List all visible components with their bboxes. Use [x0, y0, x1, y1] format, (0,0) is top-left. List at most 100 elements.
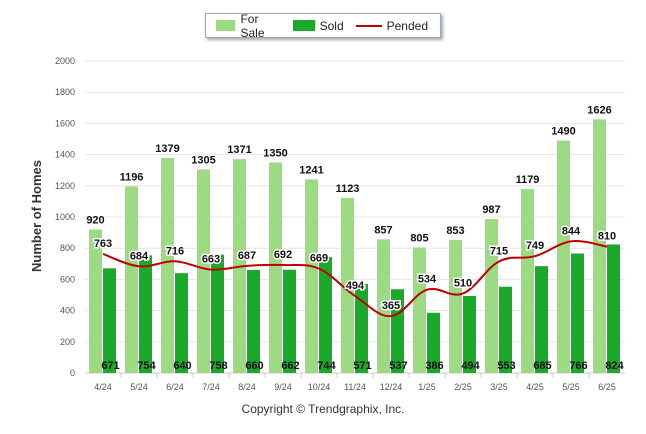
- y-tick-label: 600: [60, 274, 75, 284]
- bar-for-sale: [377, 239, 390, 373]
- label-for-sale: 1490: [551, 126, 575, 138]
- label-for-sale: 1379: [155, 143, 179, 155]
- x-tick-label: 9/24: [274, 382, 292, 392]
- label-for-sale: 920: [86, 214, 104, 226]
- label-sold: 754: [137, 360, 156, 372]
- x-tick-label: 5/25: [562, 382, 580, 392]
- legend-label-sold: Sold: [319, 18, 344, 33]
- label-pended: 684: [130, 250, 149, 262]
- label-sold: 660: [245, 360, 263, 372]
- y-tick-label: 1600: [55, 118, 75, 128]
- label-pended: 534: [418, 274, 437, 286]
- x-tick-label: 1/25: [418, 382, 436, 392]
- bar-for-sale: [197, 169, 210, 373]
- label-pended: 687: [238, 250, 256, 262]
- label-sold: 758: [209, 360, 227, 372]
- bar-sold: [355, 283, 368, 373]
- label-for-sale: 857: [374, 224, 392, 236]
- label-pended: 663: [202, 254, 220, 266]
- label-sold: 685: [533, 360, 551, 372]
- bar-for-sale: [125, 186, 138, 373]
- bar-for-sale: [557, 140, 570, 373]
- bar-for-sale: [341, 197, 354, 373]
- label-for-sale: 1123: [336, 183, 360, 195]
- bar-for-sale: [449, 239, 462, 373]
- pended-line: [102, 240, 608, 318]
- bar-sold: [391, 289, 404, 373]
- x-tick-label: 8/24: [238, 382, 256, 392]
- x-tick-label: 6/24: [166, 382, 184, 392]
- label-pended: 763: [94, 238, 112, 250]
- x-tick-label: 12/24: [380, 382, 403, 392]
- label-for-sale: 1626: [587, 104, 611, 116]
- y-tick-label: 1400: [55, 150, 75, 160]
- y-tick-label: 400: [60, 306, 75, 316]
- bar-sold: [607, 244, 620, 373]
- bar-for-sale: [485, 219, 498, 373]
- label-pended: 715: [490, 245, 508, 257]
- y-tick-label: 0: [70, 368, 75, 378]
- label-pended: 749: [526, 240, 544, 252]
- x-tick-label: 4/24: [94, 382, 112, 392]
- bar-sold: [427, 312, 440, 373]
- label-for-sale: 805: [410, 232, 428, 244]
- label-pended: 844: [562, 225, 581, 237]
- bar-sold: [247, 270, 260, 373]
- bar-for-sale: [161, 157, 174, 373]
- bar-for-sale: [89, 229, 102, 373]
- label-pended: 365: [382, 300, 400, 312]
- bar-for-sale: [521, 189, 534, 373]
- bar-sold: [535, 266, 548, 373]
- bar-sold: [283, 269, 296, 373]
- label-sold: 537: [389, 360, 407, 372]
- label-sold: 766: [569, 360, 587, 372]
- label-for-sale: 1196: [120, 171, 144, 183]
- bar-sold: [175, 273, 188, 373]
- y-axis-ticks: 0 200 400 600 800 1000 1200 1400 1600 1800 2000: [55, 56, 75, 378]
- label-pended: 716: [166, 245, 184, 257]
- bar-for-sale: [413, 247, 426, 373]
- bar-for-sale: [269, 162, 282, 373]
- legend-item-for-sale: For Sale: [216, 12, 281, 40]
- label-for-sale: 1371: [227, 144, 251, 156]
- legend-label-pended: Pended: [386, 18, 428, 33]
- legend-swatch-for-sale: [216, 20, 236, 31]
- label-pended: 494: [346, 280, 365, 292]
- bar-sold: [499, 286, 512, 373]
- bar-sold: [103, 268, 116, 373]
- x-tick-label: 2/25: [454, 382, 472, 392]
- bar-for-sale: [305, 179, 318, 373]
- x-tick-label: 6/25: [598, 382, 616, 392]
- copyright-text: Copyright © Trendgraphix, Inc.: [241, 402, 405, 416]
- label-sold: 571: [353, 360, 371, 372]
- y-tick-label: 1200: [55, 181, 75, 191]
- label-for-sale: 853: [446, 225, 464, 237]
- y-tick-label: 1000: [55, 212, 75, 222]
- label-for-sale: 1241: [299, 164, 323, 176]
- x-tick-label: 11/24: [344, 382, 366, 392]
- x-tick-label: 5/24: [130, 382, 148, 392]
- label-sold: 671: [101, 360, 119, 372]
- label-sold: 662: [281, 360, 299, 372]
- label-for-sale: 1350: [263, 147, 287, 159]
- y-tick-label: 200: [60, 337, 75, 347]
- bar-sold: [211, 254, 224, 373]
- label-sold: 824: [605, 360, 624, 372]
- y-axis-label: Number of Homes: [29, 160, 44, 272]
- y-tick-label: 1800: [55, 87, 75, 97]
- bar-sold: [139, 255, 152, 373]
- x-tick-label: 10/24: [308, 382, 331, 392]
- data-labels: 920 671 1196 754 1379 640 1305 758 1371 660 1350 66…: [86, 104, 624, 372]
- legend-label-for-sale: For Sale: [240, 11, 265, 40]
- label-sold: 640: [173, 360, 191, 372]
- label-pended: 810: [598, 231, 616, 243]
- bar-sold: [319, 256, 332, 373]
- x-axis-ticks: 4/24 5/24 6/24 7/24 8/24 9/24 10/24 11/24 12/24 1…: [94, 373, 616, 392]
- legend: For Sale Sold Pended: [205, 12, 441, 40]
- legend-item-pended: Pended: [355, 18, 428, 33]
- label-sold: 744: [317, 360, 336, 372]
- y-tick-label: 800: [60, 243, 75, 253]
- legend-swatch-pended: [355, 24, 382, 27]
- x-tick-label: 7/24: [202, 382, 220, 392]
